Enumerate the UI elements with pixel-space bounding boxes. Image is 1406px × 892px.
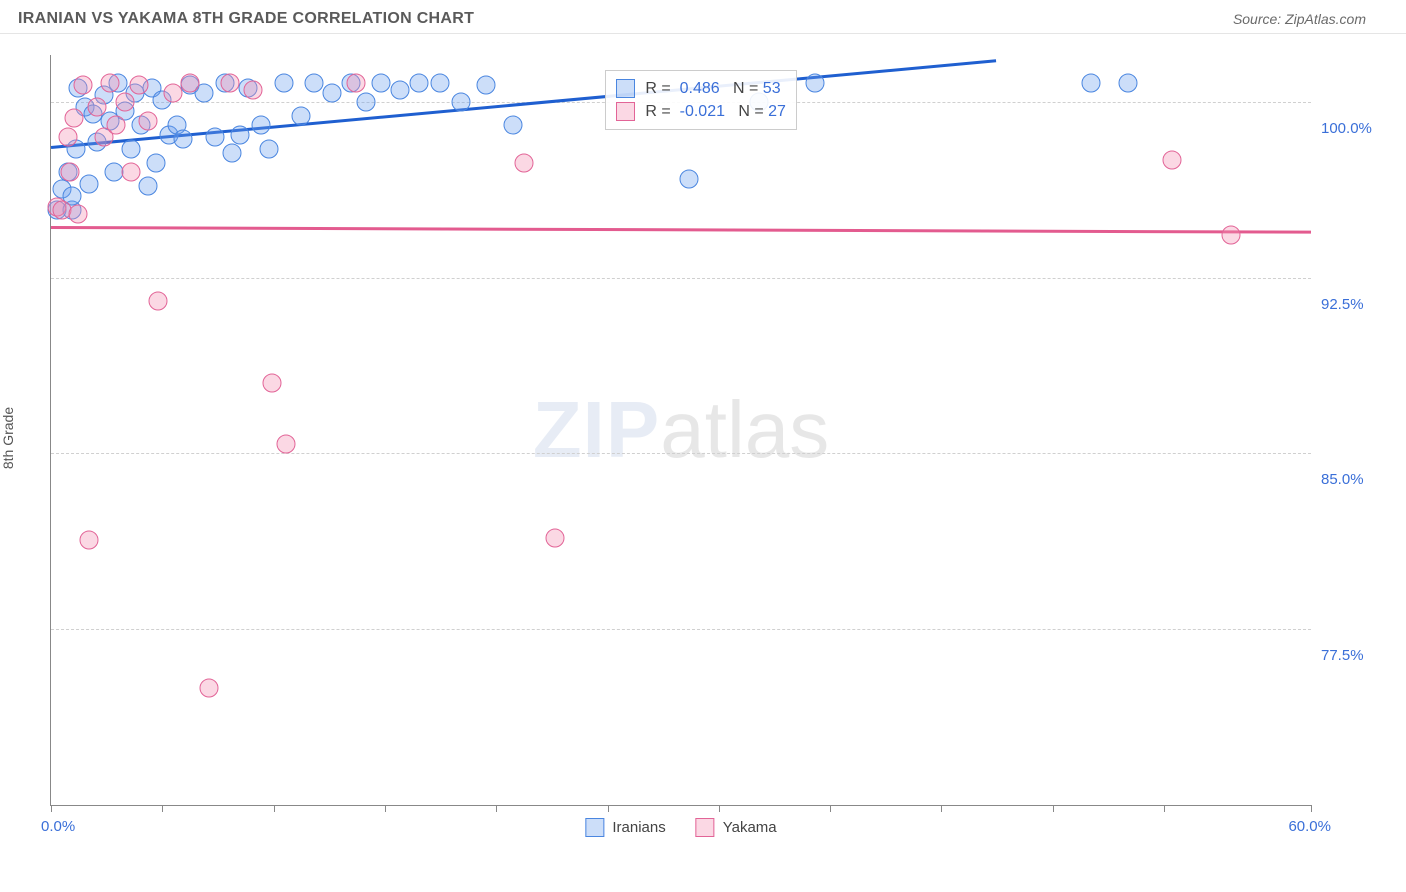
chart-source: Source: ZipAtlas.com — [1233, 11, 1366, 27]
scatter-point — [88, 97, 107, 116]
x-tick — [608, 805, 609, 812]
chart-header: IRANIAN VS YAKAMA 8TH GRADE CORRELATION … — [0, 0, 1406, 34]
scatter-point — [130, 76, 149, 95]
scatter-point — [65, 109, 84, 128]
x-tick — [496, 805, 497, 812]
scatter-point — [60, 163, 79, 182]
stats-legend-text: R = -0.021 N = 27 — [645, 103, 786, 121]
legend-swatch — [616, 79, 635, 98]
x-tick — [51, 805, 52, 812]
scatter-point — [546, 528, 565, 547]
scatter-point — [277, 435, 296, 454]
scatter-point — [390, 81, 409, 100]
scatter-point — [1119, 74, 1138, 93]
scatter-point — [476, 76, 495, 95]
scatter-point — [430, 74, 449, 93]
stats-legend-text: R = 0.486 N = 53 — [645, 80, 780, 98]
x-tick — [719, 805, 720, 812]
x-tick — [385, 805, 386, 812]
scatter-point — [1222, 226, 1241, 245]
scatter-point — [100, 74, 119, 93]
x-tick — [1164, 805, 1165, 812]
legend-label: Iranians — [612, 819, 665, 836]
x-tick — [274, 805, 275, 812]
scatter-point — [346, 74, 365, 93]
y-tick-label: 77.5% — [1321, 647, 1381, 664]
scatter-point — [514, 153, 533, 172]
scatter-point — [1081, 74, 1100, 93]
scatter-point — [138, 111, 157, 130]
scatter-point — [371, 74, 390, 93]
legend-item: Iranians — [585, 818, 665, 837]
scatter-point — [262, 374, 281, 393]
scatter-point — [121, 163, 140, 182]
scatter-point — [451, 92, 470, 111]
scatter-point — [291, 106, 310, 125]
scatter-point — [58, 128, 77, 147]
stats-legend-row: R = 0.486 N = 53 — [616, 77, 786, 100]
scatter-point — [73, 76, 92, 95]
gridline-h — [51, 278, 1311, 279]
scatter-point — [1163, 151, 1182, 170]
watermark: ZIPatlas — [533, 384, 829, 476]
scatter-point — [107, 116, 126, 135]
chart-title: IRANIAN VS YAKAMA 8TH GRADE CORRELATION … — [18, 10, 474, 28]
scatter-point — [806, 74, 825, 93]
x-tick — [1053, 805, 1054, 812]
scatter-point — [260, 139, 279, 158]
scatter-point — [304, 74, 323, 93]
legend-swatch — [616, 102, 635, 121]
y-tick-label: 85.0% — [1321, 471, 1381, 488]
scatter-point — [409, 74, 428, 93]
y-tick-label: 100.0% — [1321, 120, 1381, 137]
plot-area: ZIPatlas 100.0%92.5%85.0%77.5%0.0%60.0%R… — [50, 55, 1311, 806]
stats-legend-row: R = -0.021 N = 27 — [616, 100, 786, 123]
scatter-point — [275, 74, 294, 93]
scatter-point — [504, 116, 523, 135]
gridline-h — [51, 453, 1311, 454]
y-tick-label: 92.5% — [1321, 296, 1381, 313]
scatter-point — [115, 92, 134, 111]
scatter-point — [121, 139, 140, 158]
scatter-point — [680, 170, 699, 189]
plot-wrapper: ZIPatlas 100.0%92.5%85.0%77.5%0.0%60.0%R… — [50, 55, 1350, 805]
x-tick — [162, 805, 163, 812]
scatter-point — [69, 205, 88, 224]
regression-line — [51, 226, 1311, 233]
scatter-point — [243, 81, 262, 100]
watermark-zip: ZIP — [533, 385, 660, 474]
scatter-point — [252, 116, 271, 135]
scatter-point — [174, 130, 193, 149]
legend-label: Yakama — [723, 819, 777, 836]
x-max-label: 60.0% — [1288, 818, 1331, 835]
x-tick — [941, 805, 942, 812]
scatter-point — [163, 83, 182, 102]
stats-legend: R = 0.486 N = 53 R = -0.021 N = 27 — [605, 70, 797, 130]
scatter-point — [199, 678, 218, 697]
gridline-h — [51, 629, 1311, 630]
legend-swatch — [585, 818, 604, 837]
scatter-point — [357, 92, 376, 111]
scatter-point — [180, 74, 199, 93]
scatter-point — [138, 177, 157, 196]
legend-swatch — [696, 818, 715, 837]
x-tick — [830, 805, 831, 812]
scatter-point — [222, 144, 241, 163]
x-tick — [1311, 805, 1312, 812]
scatter-point — [205, 128, 224, 147]
regression-line — [51, 60, 996, 149]
scatter-point — [149, 292, 168, 311]
scatter-point — [79, 174, 98, 193]
legend-item: Yakama — [696, 818, 777, 837]
scatter-point — [79, 531, 98, 550]
scatter-point — [231, 125, 250, 144]
scatter-point — [147, 153, 166, 172]
watermark-atlas: atlas — [660, 385, 829, 474]
series-legend: Iranians Yakama — [585, 818, 776, 837]
scatter-point — [220, 74, 239, 93]
scatter-point — [323, 83, 342, 102]
x-min-label: 0.0% — [41, 818, 75, 835]
y-axis-label: 8th Grade — [0, 407, 16, 469]
